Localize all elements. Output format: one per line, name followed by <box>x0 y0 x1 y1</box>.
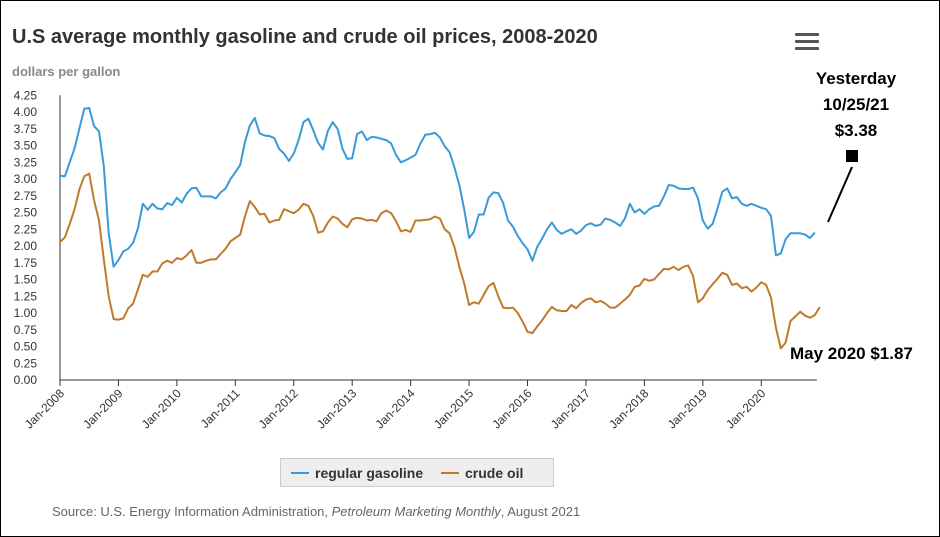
y-tick-label: 2.25 <box>14 222 38 236</box>
x-tick-label: Jan-2017 <box>548 386 594 432</box>
y-tick-label: 1.75 <box>14 256 38 270</box>
y-tick-label: 4.25 <box>14 88 38 102</box>
series-lines <box>59 107 821 350</box>
x-tick-label: Jan-2010 <box>139 386 185 432</box>
legend-item-crude-oil[interactable]: crude oil <box>465 465 524 481</box>
y-tick-label: 0.50 <box>14 340 38 354</box>
source-note: Source: U.S. Energy Information Administ… <box>52 504 580 519</box>
chart-title: U.S average monthly gasoline and crude o… <box>12 26 598 48</box>
x-tick-label: Jan-2014 <box>372 386 418 432</box>
crude-legend-swatch <box>441 472 459 474</box>
annotation-pointer-line <box>827 166 853 223</box>
crude-oil-series-line <box>59 172 821 350</box>
y-tick-label: 3.00 <box>14 172 38 186</box>
y-tick-label: 2.50 <box>14 206 38 220</box>
y-tick-label: 1.00 <box>14 306 38 320</box>
y-tick-label: 0.25 <box>14 356 38 370</box>
y-tick-label: 3.75 <box>14 122 38 136</box>
x-tick-label: Jan-2012 <box>256 386 302 432</box>
y-tick-label: 4.00 <box>14 105 38 119</box>
y-tick-label: 3.50 <box>14 139 38 153</box>
y-tick-label: 0.75 <box>14 323 38 337</box>
x-tick-label: Jan-2011 <box>198 386 243 431</box>
annotation-may-2020-price: May 2020 $1.87 <box>790 344 913 363</box>
x-tick-label: Jan-2020 <box>723 386 769 432</box>
y-tick-label: 1.25 <box>14 289 38 303</box>
source-suffix: , August 2021 <box>500 504 581 519</box>
chart-legend: regular gasoline crude oil <box>280 458 554 487</box>
hamburger-menu-icon[interactable] <box>795 33 819 53</box>
x-tick-label: Jan-2019 <box>665 386 711 432</box>
y-tick-label: 3.25 <box>14 155 38 169</box>
y-axis-ticks: 0.00 0.25 0.50 0.75 1.00 1.25 1.50 1.75 2.00 2.25… <box>14 88 38 387</box>
annotation-yesterday-price: $3.38 <box>834 121 878 140</box>
y-tick-label: 2.75 <box>14 189 38 203</box>
y-tick-label: 0.00 <box>14 373 38 387</box>
y-axis-unit-label: dollars per gallon <box>12 64 121 79</box>
y-tick-label: 2.00 <box>14 239 38 253</box>
annotation-marks <box>827 150 858 223</box>
x-tick-label: Jan-2008 <box>22 386 68 432</box>
y-tick-label: 1.50 <box>14 273 38 287</box>
gasoline-series-line <box>59 107 816 268</box>
x-tick-label: Jan-2013 <box>314 386 360 432</box>
x-tick-label: Jan-2015 <box>431 386 477 432</box>
annotation-yesterday-marker <box>846 150 858 162</box>
source-prefix: Source: U.S. Energy Information Administ… <box>52 504 332 519</box>
x-tick-label: Jan-2018 <box>606 386 652 432</box>
x-tick-label: Jan-2009 <box>80 386 126 432</box>
legend-item-gasoline[interactable]: regular gasoline <box>315 465 424 481</box>
x-axis-ticks: Jan-2008 Jan-2009 Jan-2010 Jan-2011 Jan-2012… <box>22 380 769 432</box>
gasoline-legend-swatch <box>291 472 309 474</box>
annotation-yesterday-date: 10/25/21 <box>822 95 890 114</box>
chart-axes <box>59 95 817 381</box>
source-publication: Petroleum Marketing Monthly <box>331 504 501 519</box>
annotation-yesterday-label: Yesterday <box>815 69 897 88</box>
x-tick-label: Jan-2016 <box>489 386 535 432</box>
